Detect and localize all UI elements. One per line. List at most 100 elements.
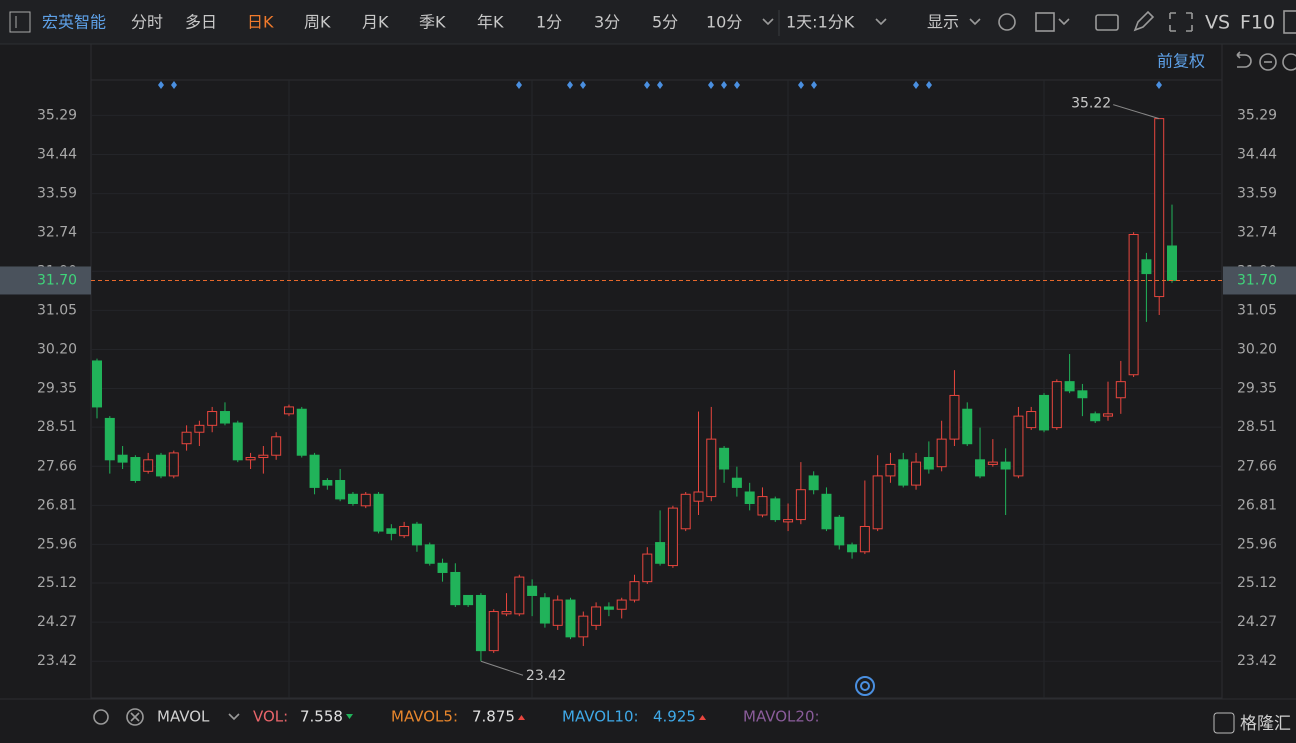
vs-button[interactable]: VS <box>1205 12 1230 34</box>
candle-body <box>488 611 499 652</box>
candle-body <box>1103 413 1114 417</box>
y-tick-label: 33.59 <box>37 186 77 202</box>
toolbar-bg <box>0 0 1296 44</box>
chevron[interactable] <box>228 713 240 721</box>
trend-arrow <box>518 715 525 720</box>
interval[interactable]: 1天:1分K <box>786 13 855 32</box>
camera-icon[interactable] <box>1095 14 1119 31</box>
chevron[interactable] <box>875 18 887 26</box>
square-icon[interactable] <box>1035 12 1055 32</box>
candle-body <box>783 519 794 523</box>
candle-body <box>1141 259 1152 275</box>
y-tick-label-right: 30.20 <box>1237 341 1277 357</box>
candle-body <box>1115 381 1126 399</box>
indicator-close-x <box>130 712 140 722</box>
candle-body <box>655 542 666 564</box>
candle-body <box>719 447 730 470</box>
candle-body <box>936 438 947 468</box>
zoom-out-icon[interactable] <box>1259 53 1277 71</box>
watermark-logo <box>1213 712 1235 734</box>
locate-icon[interactable] <box>855 676 875 696</box>
tab[interactable]: 3分 <box>594 13 620 32</box>
display-menu[interactable]: 显示 <box>927 13 959 32</box>
candle-body <box>155 454 166 477</box>
sidebar-icon[interactable] <box>9 11 31 33</box>
candle-body <box>527 585 538 596</box>
candle-body <box>143 459 154 472</box>
candle-body <box>987 461 998 465</box>
last-price-label-right: 31.70 <box>1237 272 1277 288</box>
tab[interactable]: 1分 <box>536 13 562 32</box>
candle-body <box>667 507 678 567</box>
last-price-label: 31.70 <box>37 272 77 288</box>
candle-body <box>1051 381 1062 429</box>
candle-body <box>271 436 282 456</box>
candle-body <box>245 457 256 461</box>
candle-body <box>450 571 461 606</box>
y-tick-label-right: 34.44 <box>1237 146 1277 162</box>
indicator-settings[interactable] <box>93 709 109 725</box>
candle-body <box>693 491 704 502</box>
candle-body <box>1167 245 1177 281</box>
max-annotation: 35.22 <box>1071 96 1111 112</box>
grid: 23.42 23.42 24.27 24.27 25.12 25.12 25.96 25.96… <box>37 107 1277 669</box>
candle-body <box>962 408 973 445</box>
candle-body <box>911 461 922 486</box>
overlay: 31.70 31.70 35.22 23.42 <box>0 96 1296 684</box>
candle-body <box>437 562 448 573</box>
zoom-in-icon[interactable] <box>1282 53 1296 71</box>
candle-body <box>117 454 128 463</box>
tab[interactable]: 5分 <box>652 13 678 32</box>
candle-body <box>731 477 742 488</box>
candle-body <box>847 544 858 553</box>
indicator-label: VOL: <box>253 708 288 726</box>
f10-button[interactable]: F10 <box>1240 12 1275 34</box>
indicator-close[interactable] <box>126 708 144 726</box>
chevron[interactable] <box>969 18 981 26</box>
tab[interactable]: 周K <box>304 13 331 32</box>
tab[interactable]: 季K <box>419 13 446 32</box>
settings-icon[interactable] <box>998 13 1016 31</box>
tab[interactable]: 年K <box>477 13 504 32</box>
candle-body <box>885 463 896 477</box>
y-tick-label-right: 24.27 <box>1237 614 1277 630</box>
adjust-mode[interactable]: 前复权 <box>1157 52 1205 71</box>
y-tick-label-right: 27.66 <box>1237 458 1277 474</box>
panel-icon[interactable] <box>1283 10 1296 34</box>
stock-name[interactable]: 宏英智能 <box>42 13 106 32</box>
y-tick-label: 25.12 <box>37 575 77 591</box>
indicator-value: 4.925 <box>653 708 696 726</box>
candle-body <box>386 528 397 534</box>
tab[interactable]: 月K <box>362 13 389 32</box>
candle-body <box>539 597 550 624</box>
candle-body <box>706 438 717 498</box>
candle-body <box>347 493 358 504</box>
event-markers[interactable] <box>158 81 1162 89</box>
candles <box>92 118 1177 662</box>
indicator-values: VOL: 7.558 MAVOL5: 7.875 MAVOL10: 4.925 MAVOL2… <box>253 708 820 726</box>
indicator-label: MAVOL10: <box>562 708 639 726</box>
chevron[interactable] <box>1058 18 1070 26</box>
candle-body <box>309 454 320 488</box>
chevron[interactable] <box>762 18 774 26</box>
tab[interactable]: 日K <box>247 13 274 32</box>
indicator-name[interactable]: MAVOL <box>157 708 210 726</box>
pen-icon[interactable] <box>1133 10 1155 32</box>
y-tick-label-right: 29.35 <box>1237 381 1277 397</box>
candle-body <box>923 457 934 470</box>
candle-body <box>616 599 627 610</box>
candle-body <box>591 606 602 626</box>
fullscreen-icon[interactable] <box>1169 12 1193 32</box>
candle-body <box>168 452 179 477</box>
tab[interactable]: 分时 <box>131 13 163 32</box>
tab[interactable]: 10分 <box>706 13 742 32</box>
candle-body <box>1039 394 1050 431</box>
candle-body <box>1013 415 1024 477</box>
candle-body <box>181 431 192 445</box>
tab[interactable]: 多日 <box>185 13 217 32</box>
candle-body <box>296 408 307 456</box>
undo-icon[interactable] <box>1236 51 1252 68</box>
y-tick-label-right: 33.59 <box>1237 186 1277 202</box>
candle-body <box>1077 390 1088 399</box>
